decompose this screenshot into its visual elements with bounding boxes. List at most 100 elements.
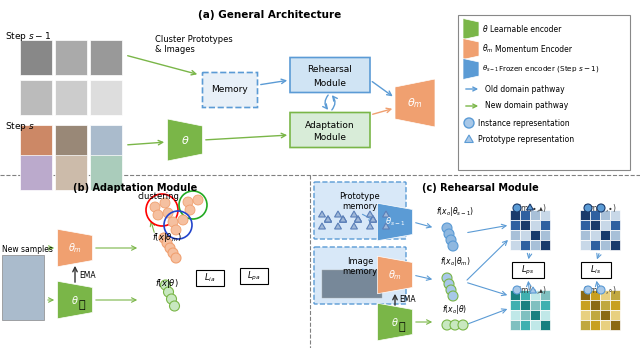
Bar bbox=[580, 240, 590, 250]
Bar bbox=[600, 310, 610, 320]
Circle shape bbox=[597, 286, 605, 294]
Bar bbox=[610, 230, 620, 240]
Bar bbox=[540, 320, 550, 330]
Polygon shape bbox=[378, 256, 413, 294]
Text: $\theta_m$: $\theta_m$ bbox=[68, 241, 82, 255]
Text: Cluster Prototypes
& Images: Cluster Prototypes & Images bbox=[155, 35, 233, 54]
Text: (b) Adaptation Module: (b) Adaptation Module bbox=[73, 183, 197, 193]
Circle shape bbox=[171, 225, 181, 235]
Polygon shape bbox=[58, 281, 93, 319]
Bar bbox=[90, 80, 122, 115]
Text: Module: Module bbox=[314, 134, 346, 142]
Bar bbox=[510, 310, 520, 320]
Bar bbox=[590, 320, 600, 330]
Bar bbox=[610, 290, 620, 300]
Text: Momentum Encoder: Momentum Encoder bbox=[495, 45, 572, 54]
Circle shape bbox=[597, 204, 605, 212]
Text: $\theta_{s-1}$: $\theta_{s-1}$ bbox=[385, 216, 405, 228]
Bar bbox=[520, 210, 530, 220]
FancyBboxPatch shape bbox=[290, 112, 370, 148]
Bar bbox=[520, 320, 530, 330]
Text: Memory: Memory bbox=[212, 86, 248, 95]
Circle shape bbox=[450, 320, 460, 330]
Bar bbox=[590, 290, 600, 300]
Text: $\theta_m$: $\theta_m$ bbox=[407, 96, 423, 110]
Bar bbox=[520, 310, 530, 320]
Bar bbox=[55, 155, 87, 190]
Circle shape bbox=[458, 320, 468, 330]
Text: $\theta$: $\theta$ bbox=[391, 316, 399, 328]
Bar bbox=[530, 320, 540, 330]
Bar bbox=[530, 290, 540, 300]
Polygon shape bbox=[340, 216, 346, 222]
Text: $\theta$: $\theta$ bbox=[482, 24, 488, 34]
Polygon shape bbox=[340, 216, 346, 222]
Polygon shape bbox=[369, 216, 376, 222]
Bar bbox=[20, 155, 52, 190]
Bar bbox=[520, 240, 530, 250]
Polygon shape bbox=[369, 216, 376, 222]
Polygon shape bbox=[340, 216, 346, 222]
FancyBboxPatch shape bbox=[290, 57, 370, 93]
Circle shape bbox=[171, 253, 181, 263]
Bar bbox=[90, 125, 122, 160]
Bar bbox=[610, 320, 620, 330]
Bar bbox=[90, 155, 122, 190]
Bar bbox=[580, 210, 590, 220]
Bar bbox=[590, 230, 600, 240]
Bar bbox=[196, 270, 224, 286]
Text: $\theta$: $\theta$ bbox=[180, 134, 189, 146]
FancyBboxPatch shape bbox=[314, 247, 406, 304]
Circle shape bbox=[166, 294, 177, 304]
Circle shape bbox=[163, 208, 173, 218]
Text: Old domain pathway: Old domain pathway bbox=[485, 85, 564, 94]
Polygon shape bbox=[465, 135, 474, 142]
Circle shape bbox=[448, 241, 458, 251]
Bar bbox=[600, 230, 610, 240]
Bar bbox=[20, 40, 52, 75]
Bar bbox=[322, 270, 382, 298]
Bar bbox=[590, 220, 600, 230]
Circle shape bbox=[162, 238, 172, 248]
Text: New samples: New samples bbox=[2, 245, 53, 254]
Polygon shape bbox=[355, 216, 362, 222]
Bar bbox=[510, 320, 520, 330]
Polygon shape bbox=[383, 211, 390, 217]
Bar bbox=[530, 310, 540, 320]
Polygon shape bbox=[355, 216, 362, 222]
Polygon shape bbox=[395, 79, 435, 127]
Bar bbox=[580, 230, 590, 240]
Bar bbox=[600, 300, 610, 310]
Text: clustering: clustering bbox=[137, 192, 179, 201]
Bar bbox=[540, 290, 550, 300]
Text: $\theta_m$: $\theta_m$ bbox=[482, 43, 493, 55]
Bar bbox=[590, 300, 600, 310]
Bar bbox=[580, 300, 590, 310]
Circle shape bbox=[150, 202, 160, 212]
Polygon shape bbox=[367, 223, 374, 229]
Polygon shape bbox=[168, 119, 202, 161]
Polygon shape bbox=[355, 216, 362, 222]
Bar bbox=[20, 125, 52, 160]
Text: 🔥: 🔥 bbox=[399, 322, 405, 332]
Text: $L_{ps}$: $L_{ps}$ bbox=[522, 263, 534, 277]
Circle shape bbox=[170, 301, 179, 311]
Polygon shape bbox=[324, 216, 332, 222]
Polygon shape bbox=[58, 229, 93, 267]
Circle shape bbox=[153, 210, 163, 220]
Bar bbox=[55, 80, 87, 115]
Circle shape bbox=[584, 204, 592, 212]
Circle shape bbox=[584, 286, 592, 294]
Text: $\theta_m$: $\theta_m$ bbox=[388, 268, 402, 282]
Bar bbox=[512, 262, 544, 278]
Circle shape bbox=[178, 215, 188, 225]
Bar bbox=[540, 220, 550, 230]
Bar bbox=[530, 300, 540, 310]
Bar bbox=[20, 80, 52, 115]
Bar bbox=[510, 290, 520, 300]
Bar bbox=[530, 210, 540, 220]
Bar bbox=[55, 125, 87, 160]
Text: Sim($\bullet$,$\bullet$): Sim($\bullet$,$\bullet$) bbox=[583, 202, 617, 214]
Circle shape bbox=[159, 233, 169, 243]
Polygon shape bbox=[369, 216, 376, 222]
